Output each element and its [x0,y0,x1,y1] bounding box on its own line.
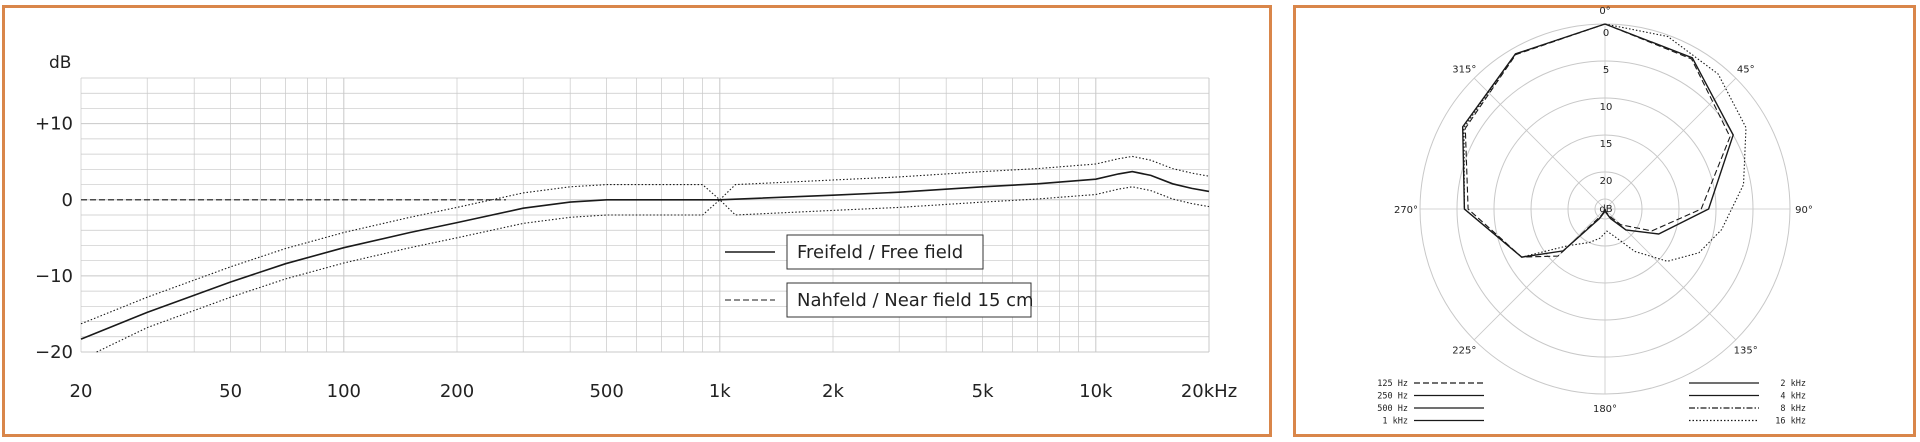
angle-label: 180° [1593,404,1617,415]
legend-box [786,282,1032,318]
x-tick-label: 5k [972,381,994,402]
radial-label: 20 [1600,176,1613,187]
x-tick-label: 20 [70,381,93,402]
angle-label: 90° [1795,205,1813,216]
polar-legend: 125 Hz 250 Hz 500 Hz 1 kHz 2 kHz 4 kHz 8 kHz 16… [1377,379,1806,427]
polar-spoke [1473,208,1606,341]
radial-label: 0 [1603,28,1609,39]
legend-box [786,234,984,270]
angle-label: 315° [1452,64,1476,75]
legend-label: Nahfeld / Near field 15 cm [797,290,1034,311]
polar-curve-16khz [1463,23,1747,262]
y-tick-label: −10 [35,266,73,287]
radial-label: 5 [1603,65,1609,76]
radial-label: dB [1599,204,1612,215]
polar-grid [1419,23,1791,395]
polar-spoke [1604,77,1737,210]
angle-label: 0° [1599,6,1610,17]
x-tick-label: 50 [219,381,242,402]
legend-label: 4 kHz [1780,392,1806,402]
legend-label: 250 Hz [1377,392,1408,402]
tolerance-lower-curve [96,186,1210,353]
legend-label: 2 kHz [1780,379,1806,389]
x-tick-label: 500 [589,381,623,402]
polar-curve-125hz [1464,23,1731,258]
x-tick-label: 10k [1079,381,1113,402]
y-tick-label: 0 [62,190,73,211]
polar-spoke [1473,77,1606,210]
free-field-curve [80,170,1210,340]
x-tick-label: 200 [440,381,474,402]
legend-label: 8 kHz [1780,404,1806,414]
polar-spoke [1604,208,1737,341]
frequency-legend: Freifeld / Free field Nahfeld / Near fiel… [725,234,1034,318]
legend-label: 125 Hz [1377,379,1408,389]
y-tick-label: −20 [35,342,73,363]
y-axis-label: dB [49,53,71,73]
tolerance-upper-curve [80,155,1210,325]
legend-label: 1 kHz [1382,417,1408,427]
angle-label: 135° [1734,346,1758,357]
frequency-response-panel: dB +10 0 −10 −20 20 50 100 200 500 1k 2k 5k 10k 20kHz F… [2,5,1272,437]
radial-label: 15 [1600,139,1613,150]
legend-label: Freifeld / Free field [797,242,963,263]
x-tick-label: 20kHz [1181,381,1237,402]
x-tick-label: 100 [327,381,361,402]
legend-label: 500 Hz [1377,404,1408,414]
angle-label: 270° [1394,205,1418,216]
x-tick-label: 1k [709,381,731,402]
frequency-response-chart: dB +10 0 −10 −20 20 50 100 200 500 1k 2k 5k 10k 20kHz F… [35,53,1237,402]
y-tick-label: +10 [35,114,73,135]
x-tick-label: 2k [822,381,844,402]
polar-pattern-panel: 0° 45° 90° 135° 180° 225° 270° 315° 0 5 10 15 20 dB 12… [1293,5,1916,437]
angle-label: 225° [1452,346,1476,357]
polar-pattern-chart: 0° 45° 90° 135° 180° 225° 270° 315° 0 5 10 15 20 dB 12… [1377,6,1813,427]
frequency-grid [80,77,1210,353]
angle-label: 45° [1737,64,1755,75]
radial-label: 10 [1600,102,1613,113]
legend-label: 16 kHz [1775,417,1806,427]
